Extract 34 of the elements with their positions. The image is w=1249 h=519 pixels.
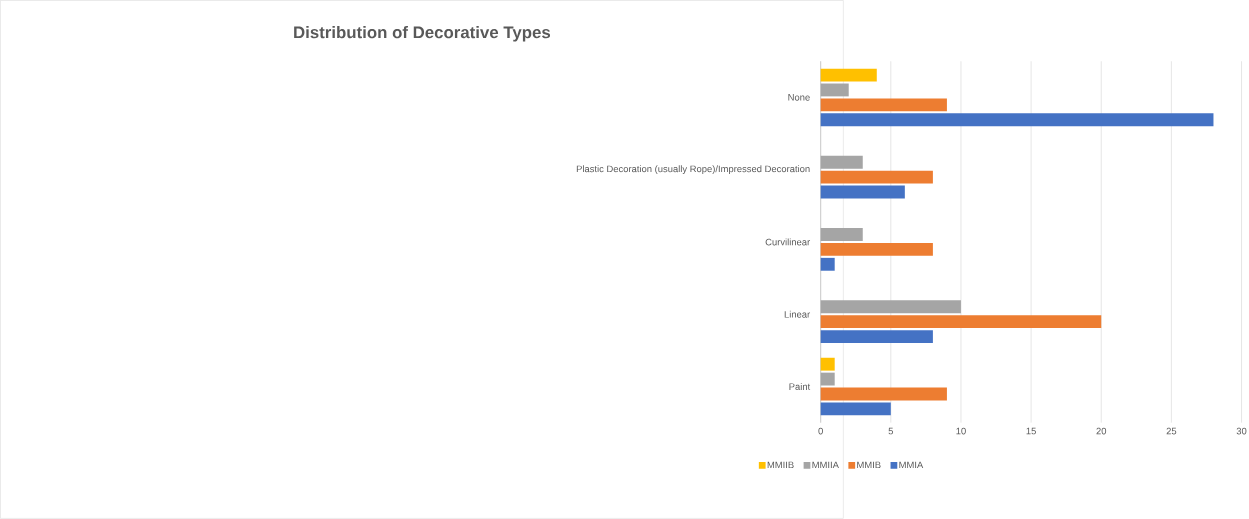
bar: [820, 257, 835, 271]
y-tick-label: Plastic Decoration (usually Rope)/Impressed Decoration: [576, 165, 810, 175]
legend-label: MMIB: [857, 461, 881, 469]
bar: [820, 170, 933, 184]
text: Distribution of Decorative Types: [294, 26, 551, 42]
bar: [820, 83, 849, 97]
bar: [820, 113, 1214, 127]
x-tick-label: 30: [1236, 427, 1247, 435]
bar: [820, 155, 863, 169]
x-tick-label: 15: [1026, 427, 1036, 435]
x-tick-label: 20: [1096, 427, 1107, 435]
legend-label: MMIIB: [767, 461, 794, 469]
y-tick-label: Paint: [789, 383, 811, 391]
x-tick-label: 0: [818, 427, 823, 435]
y-tick-label: Curvilinear: [765, 238, 811, 246]
bar: [820, 402, 891, 416]
bar: [820, 243, 933, 256]
bar: [820, 372, 835, 386]
legend-label: MMIIA: [812, 461, 839, 469]
bar: [820, 228, 863, 242]
bar: [820, 300, 961, 314]
bar: [820, 330, 933, 344]
x-tick-label: 5: [888, 427, 894, 435]
bar: [820, 315, 1102, 329]
bar: [820, 98, 947, 112]
y-tick-label: Linear: [784, 310, 811, 318]
bar: [820, 387, 947, 401]
x-tick-label: 10: [956, 427, 966, 435]
bar: [820, 68, 877, 82]
y-tick-label: None: [788, 94, 810, 101]
legend-label: MMIA: [899, 461, 924, 469]
x-tick-label: 25: [1166, 427, 1177, 435]
bar: [820, 357, 835, 371]
bar: [820, 185, 905, 199]
